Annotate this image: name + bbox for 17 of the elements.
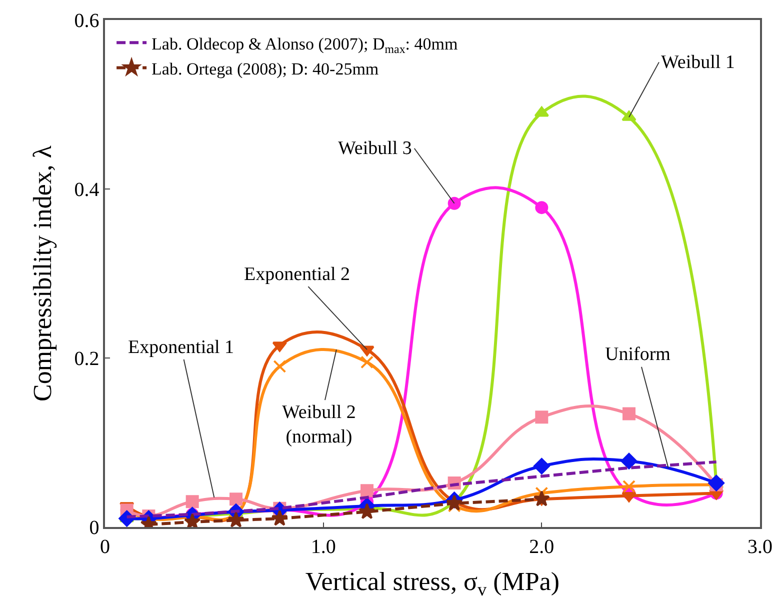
y-axis-title: Compressibility index, λ	[28, 145, 58, 402]
x-axis-title: Vertical stress, σ$_{v}$ (MPa)	[305, 566, 560, 600]
annotation: Weibull 3	[338, 138, 412, 159]
annotation: Uniform	[605, 344, 671, 365]
legend-label: Lab. Oldecop & Alonso (2007); D$_{max}$: 40mm	[152, 34, 458, 56]
y-tick-label: 0.6	[74, 10, 100, 32]
annotation: Exponential 1	[128, 337, 234, 358]
y-tick-label: 0.4	[74, 179, 100, 201]
annotation: Weibull 1	[661, 52, 735, 73]
y-tick-label: 0.2	[74, 348, 100, 370]
annotation: Exponential 2	[244, 264, 350, 285]
x-tick-label: 2.0	[529, 536, 554, 558]
y-tick-label: 0	[89, 517, 100, 539]
legend-label: Lab. Ortega (2008); D: 40-25mm	[152, 59, 379, 78]
x-tick-label: 1.0	[310, 536, 336, 558]
annotation: Weibull 2 (normal)	[282, 402, 356, 448]
x-tick-label: 3.0	[748, 536, 772, 558]
